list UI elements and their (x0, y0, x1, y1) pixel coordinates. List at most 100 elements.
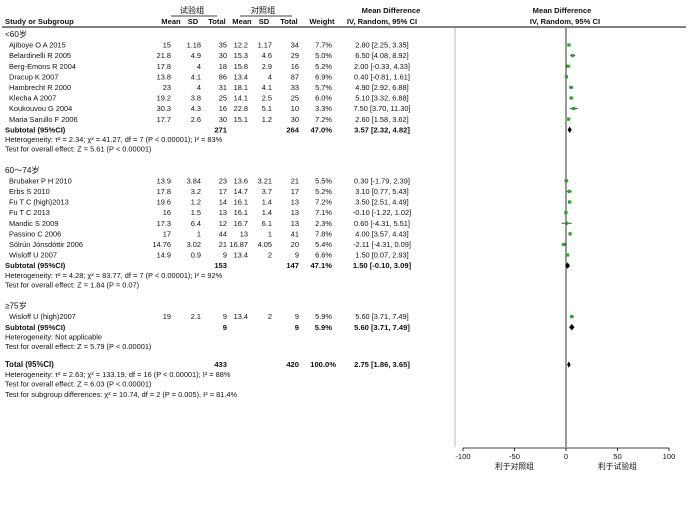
cell-weight: 5.9% (315, 312, 332, 321)
cell-total-exp: 35 (219, 41, 227, 50)
total-exp: 433 (214, 360, 227, 369)
cell-weight: 7.7% (315, 41, 332, 50)
cell-ci: 3.10 [0.77, 5.43] (355, 187, 408, 196)
cell-sd-ctrl: 4.05 (258, 240, 272, 249)
subgroup-differences-text: Test for subgroup differences: χ² = 10.7… (5, 390, 237, 399)
cell-total-ctrl: 20 (291, 240, 299, 249)
cell-mean-ctrl: 13 (240, 229, 248, 238)
cell-mean-exp: 16 (163, 208, 171, 217)
x-axis-tick-label: -100 (455, 452, 470, 461)
cell-sd-ctrl: 2 (268, 251, 272, 260)
cell-total-exp: 16 (219, 104, 227, 113)
subtotal-diamond (565, 262, 570, 269)
cell-total-ctrl: 13 (291, 219, 299, 228)
cell-ci: 5.10 [3.32, 6.88] (355, 94, 408, 103)
cell-total-exp: 31 (219, 83, 227, 92)
cell-weight: 7.2% (315, 115, 332, 124)
study-name: Hambrecht R 2000 (9, 83, 71, 92)
cell-total-ctrl: 13 (291, 208, 299, 217)
col-header-total-exp: Total (208, 17, 226, 26)
study-name: Mandic S 2009 (9, 219, 58, 228)
cell-mean-ctrl: 14.1 (234, 94, 248, 103)
cell-mean-ctrl: 16.7 (234, 219, 248, 228)
heterogeneity-text: Heterogeneity: Not applicable (5, 332, 102, 341)
total-ctrl: 420 (286, 360, 299, 369)
cell-total-ctrl: 21 (291, 176, 299, 185)
cell-mean-ctrl: 13.4 (234, 312, 248, 321)
overall-effect-text: Test for overall effect: Z = 5.79 (P < 0… (5, 342, 151, 351)
cell-mean-ctrl: 22.8 (234, 104, 248, 113)
cell-sd-exp: 1.18 (187, 41, 201, 50)
cell-sd-ctrl: 3.7 (262, 187, 272, 196)
cell-sd-ctrl: 3.21 (258, 176, 272, 185)
cell-total-ctrl: 29 (291, 51, 299, 60)
control-group-header: 对照组 (251, 5, 276, 15)
study-name: Ajiboye O A 2015 (9, 41, 66, 50)
subtotal-total-ctrl: 9 (295, 323, 299, 332)
cell-sd-exp: 3.2 (191, 187, 201, 196)
cell-total-exp: 23 (219, 176, 227, 185)
study-name: Wisloff U 2007 (9, 251, 57, 260)
subtotal-ci: 1.50 [-0.10, 3.09] (353, 261, 412, 270)
cell-mean-ctrl: 12.2 (234, 41, 248, 50)
cell-weight: 6.0% (315, 94, 332, 103)
cell-weight: 7.1% (315, 208, 332, 217)
cell-mean-exp: 13.9 (157, 176, 171, 185)
cell-mean-ctrl: 13.4 (234, 72, 248, 81)
cell-total-ctrl: 16 (291, 62, 299, 71)
mean-difference-header: Mean Difference (362, 6, 421, 15)
cell-total-exp: 9 (223, 251, 227, 260)
cell-ci: 2.60 [1.58, 3.62] (355, 115, 408, 124)
cell-mean-ctrl: 13.6 (234, 176, 248, 185)
study-name: Maria Sarullo F 2006 (9, 115, 78, 124)
cell-ci: 4.00 [3.57, 4.43] (355, 229, 408, 238)
cell-total-exp: 30 (219, 115, 227, 124)
cell-weight: 7.8% (315, 229, 332, 238)
cell-sd-ctrl: 1.17 (258, 41, 272, 50)
cell-total-exp: 25 (219, 94, 227, 103)
cell-weight: 2.3% (315, 219, 332, 228)
overall-effect-text: Test for overall effect: Z = 5.61 (P < 0… (5, 145, 151, 154)
cell-ci: 1.50 [0.07, 2.93] (355, 251, 408, 260)
study-effect-square (564, 179, 568, 183)
cell-total-ctrl: 30 (291, 115, 299, 124)
subtotal-total-exp: 271 (214, 125, 227, 134)
favours-control-label: 利于对照组 (495, 461, 534, 471)
cell-sd-ctrl: 6.1 (262, 219, 272, 228)
cell-ci: 7.50 [3.70, 11.30] (354, 104, 411, 113)
subtotal-total-ctrl: 264 (286, 125, 299, 134)
cell-sd-exp: 4 (197, 62, 201, 71)
study-effect-square (565, 221, 569, 225)
cell-ci: 6.50 [4.08, 8.92] (355, 51, 408, 60)
col-header-mean-ctrl: Mean (232, 17, 252, 26)
cell-sd-ctrl: 1.4 (262, 208, 272, 217)
study-name: Fu T C 2013 (9, 208, 50, 217)
cell-mean-ctrl: 18.1 (234, 83, 248, 92)
cell-sd-exp: 1.5 (191, 208, 201, 217)
total-diamond (567, 361, 571, 368)
cell-mean-exp: 17.3 (157, 219, 171, 228)
study-name: Brubaker P H 2010 (9, 176, 72, 185)
cell-total-ctrl: 10 (291, 104, 299, 113)
cell-total-ctrl: 13 (291, 198, 299, 207)
study-effect-square (568, 232, 572, 236)
col-header-study: Study or Subgroup (5, 17, 74, 26)
subtotal-weight: 47.0% (310, 125, 332, 134)
col-header-mean-exp: Mean (161, 17, 181, 26)
cell-sd-ctrl: 4 (268, 72, 272, 81)
cell-sd-ctrl: 4.1 (262, 83, 272, 92)
cell-sd-exp: 1.2 (191, 198, 201, 207)
x-axis-tick-label: -50 (509, 452, 520, 461)
subtotal-label: Subtotal (95%CI) (5, 261, 66, 270)
cell-sd-exp: 2.1 (191, 312, 201, 321)
cell-total-exp: 17 (219, 187, 227, 196)
subtotal-total-ctrl: 147 (286, 261, 299, 270)
cell-weight: 7.2% (315, 198, 332, 207)
cell-mean-ctrl: 16.1 (234, 198, 248, 207)
x-axis-tick-label: 100 (663, 452, 676, 461)
cell-mean-exp: 17 (163, 229, 171, 238)
study-name: Wisloff U (high)2007 (9, 312, 76, 321)
overall-effect-text: Test for overall effect: Z = 1.84 (P = 0… (5, 280, 139, 289)
col-header-sd-ctrl: SD (259, 17, 270, 26)
